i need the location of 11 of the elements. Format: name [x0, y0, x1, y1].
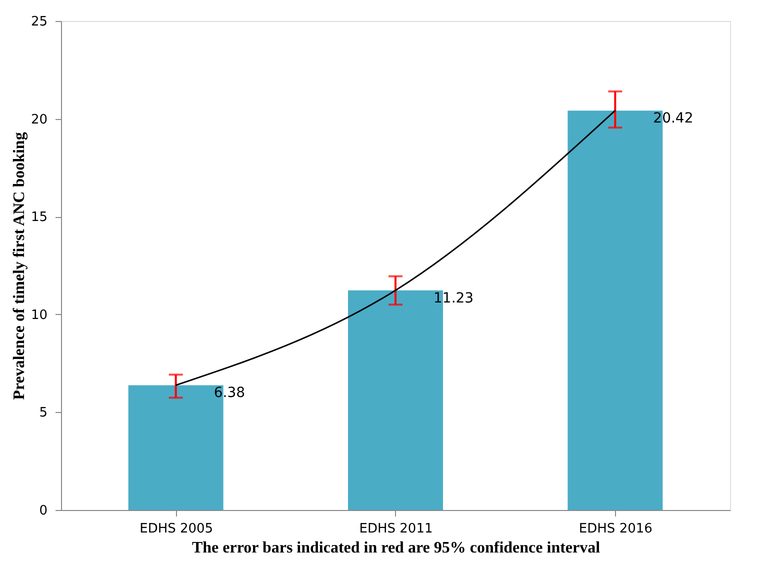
y-tick-label: 15 — [30, 210, 48, 226]
x-tick-label: EDHS 2005 — [140, 522, 214, 536]
x-tick-label: EDHS 2016 — [578, 522, 652, 536]
y-tick-label: 10 — [30, 308, 48, 323]
x-axis-title: The error bars indicated in red are 95% confidence interval — [192, 540, 601, 556]
y-tick-label: 20 — [30, 112, 48, 128]
x-tick-label: EDHS 2011 — [359, 522, 433, 536]
y-tick-label: 5 — [39, 406, 48, 421]
y-axis-title: Prevalence of timely first ANC booking — [10, 132, 28, 400]
y-tick-label: 25 — [30, 14, 48, 30]
y-tick-label: 0 — [39, 504, 48, 518]
